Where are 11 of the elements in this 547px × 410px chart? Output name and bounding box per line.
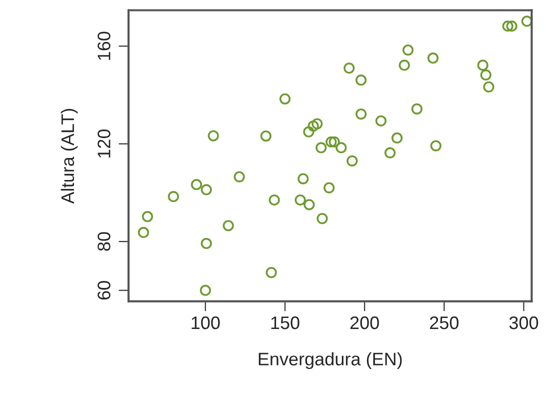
x-tick-label: 100 [192, 316, 220, 330]
x-axis-title: Envergadura (EN) [258, 352, 402, 370]
y-axis-title: Altura (ALT) [60, 108, 78, 204]
y-tick-label: 120 [98, 129, 110, 158]
x-tick-label: 250 [430, 316, 459, 330]
y-tick-label: 60 [98, 281, 110, 300]
x-tick-label: 200 [350, 316, 379, 330]
y-tick-label: 80 [98, 232, 110, 251]
x-tick-label: 150 [271, 316, 300, 330]
y-tick-label: 160 [98, 32, 110, 60]
x-tick-label: 300 [509, 316, 538, 330]
